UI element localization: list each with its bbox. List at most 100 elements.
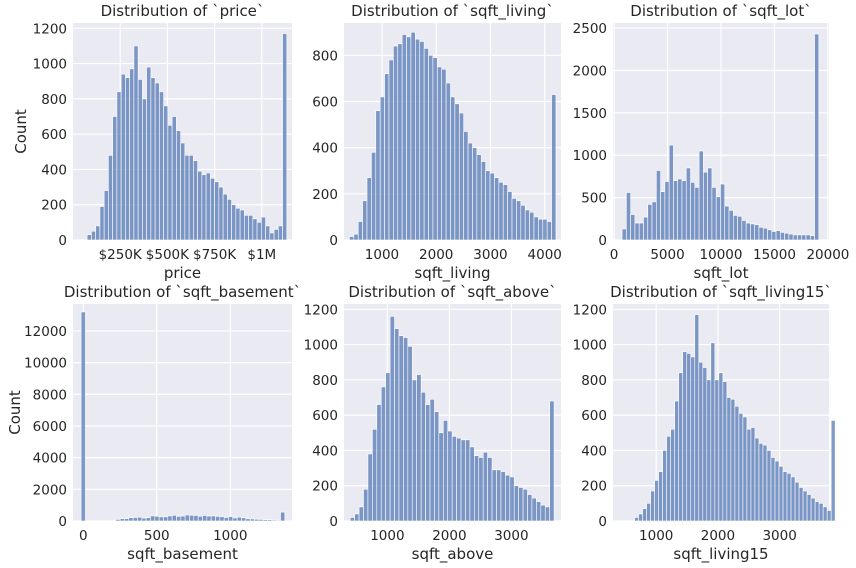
chart-6-bar-38 — [786, 473, 792, 522]
chart-1-bar-23 — [184, 155, 190, 241]
chart-4-bar-45 — [275, 519, 281, 522]
chart-6-title: Distribution of `sqft_living15` — [610, 283, 832, 302]
chart-1-bar-6 — [112, 116, 118, 241]
chart-1-bar-38 — [248, 215, 254, 241]
chart-6-xtick-label-1: 2000 — [701, 528, 735, 544]
chart-3-bar-31 — [754, 224, 760, 241]
chart-3-bar-39 — [788, 233, 794, 241]
chart-4-bar-16 — [150, 515, 156, 522]
chart-3-bar-32 — [758, 226, 764, 241]
chart-3-bar-17 — [694, 187, 700, 241]
chart-1-bar-3 — [99, 206, 105, 241]
chart-3-bar-36 — [775, 230, 781, 241]
chart-2-xtick-label-1: 2000 — [419, 247, 453, 263]
chart-3-xtick-label-1: 5000 — [650, 247, 684, 263]
chart-1-bar-44 — [273, 229, 279, 241]
chart-2-bar-2 — [357, 221, 363, 241]
chart-3-bar-7 — [651, 201, 657, 241]
chart-6-bar-44 — [810, 497, 816, 522]
chart-3-bar-18 — [698, 150, 704, 241]
chart-4-bar-31 — [215, 516, 221, 522]
chart-2-bar-42 — [533, 216, 539, 241]
chart-4-bar-0 — [80, 311, 86, 522]
chart-1-bar-19 — [167, 125, 173, 241]
chart-5-bar-43 — [540, 504, 546, 522]
chart-3-bar-29 — [745, 222, 751, 241]
chart-1-bar-40 — [256, 222, 262, 241]
chart-3-bar-26 — [732, 215, 738, 241]
chart-4-bar-17 — [154, 515, 160, 522]
chart-4-ytick-label-6: 12000 — [24, 324, 67, 340]
chart-1-bar-12 — [137, 79, 143, 241]
chart-5-ytick-label-2: 400 — [312, 443, 338, 459]
chart-1-bar-24 — [188, 155, 194, 241]
chart-4-bar-22 — [176, 516, 182, 522]
chart-6-bar-3 — [646, 503, 651, 522]
chart-3-bar-8 — [656, 170, 661, 241]
chart-3-bar-5 — [643, 216, 649, 241]
chart-3-bar-3 — [634, 222, 640, 241]
chart-5-bar-28 — [474, 455, 480, 522]
chart-5-bar-11 — [398, 335, 404, 522]
chart-1-ytick-label-2: 400 — [41, 162, 67, 178]
chart-4-bar-20 — [167, 515, 173, 522]
chart-6-bar-7 — [662, 450, 667, 522]
chart-6-bar-19 — [710, 342, 716, 522]
chart-1-bar-36 — [239, 209, 245, 241]
chart-5-bar-9 — [389, 316, 395, 522]
chart-4-bar-26 — [193, 515, 199, 522]
chart-3-bar-9 — [660, 191, 666, 241]
chart-2-bar-3 — [362, 200, 368, 241]
chart-1-ytick-label-6: 1200 — [33, 21, 67, 37]
chart-1-ytick-label-3: 600 — [41, 127, 67, 143]
chart-1-ytick-label-0: 0 — [58, 233, 67, 249]
chart-2-bar-21 — [441, 68, 447, 241]
chart-1-bar-22 — [180, 142, 186, 241]
chart-2-xlabel: sqft_living — [414, 264, 490, 283]
chart-5: 0 200 400 600 800 1000 1200 1000 2000 3000 Distrib… — [304, 283, 561, 564]
chart-2-bar-28 — [472, 147, 478, 241]
chart-4-bar-18 — [158, 516, 164, 522]
chart-1-bar-33 — [227, 199, 232, 241]
chart-4-bar-38 — [245, 518, 251, 522]
chart-6-bar-48 — [826, 510, 832, 522]
chart-6-ytick-label-5: 1000 — [573, 338, 607, 354]
chart-6-bar-32 — [762, 444, 768, 522]
chart-5-bar-5 — [372, 428, 378, 522]
chart-1-bar-34 — [231, 204, 237, 241]
chart-5-bar-1 — [354, 513, 360, 522]
chart-2-bar-11 — [397, 43, 403, 241]
chart-3-bar-28 — [741, 220, 747, 241]
chart-3-bar-0 — [621, 228, 627, 241]
chart-6-bar-21 — [718, 372, 724, 522]
chart-2-bar-23 — [450, 96, 456, 241]
chart-3-bar-6 — [647, 204, 653, 241]
chart-6-bar-23 — [726, 397, 732, 522]
chart-1-bar-37 — [244, 215, 249, 241]
chart-6-bar-25 — [734, 406, 740, 522]
chart-6-bar-22 — [722, 381, 728, 522]
chart-3-bar-37 — [780, 232, 785, 241]
chart-3-bar-45 — [814, 33, 820, 241]
chart-4-bar-24 — [184, 514, 190, 522]
chart-3-bar-40 — [792, 234, 798, 241]
chart-2-xtick-label-2: 3000 — [473, 247, 507, 263]
chart-3-bar-23 — [720, 183, 726, 241]
chart-4-ytick-label-3: 6000 — [33, 419, 67, 435]
chart-6-bar-34 — [770, 457, 776, 522]
chart-2-ytick-label-4: 800 — [312, 48, 338, 64]
chart-3-bar-13 — [677, 178, 683, 241]
chart-6-ytick-label-3: 600 — [581, 408, 607, 424]
chart-4-bar-21 — [171, 514, 177, 522]
chart-2-bar-14 — [410, 31, 416, 241]
chart-2-bar-30 — [480, 161, 486, 241]
chart-3-bar-34 — [767, 229, 773, 241]
chart-2-bar-7 — [379, 96, 385, 241]
chart-2-bar-37 — [511, 198, 517, 241]
chart-2-bar-16 — [419, 41, 425, 241]
chart-4-bar-9 — [119, 518, 125, 522]
chart-2-xtick-label-3: 4000 — [528, 247, 562, 263]
chart-3-ytick-label-2: 1000 — [573, 148, 607, 164]
chart-4-bar-15 — [145, 517, 151, 522]
